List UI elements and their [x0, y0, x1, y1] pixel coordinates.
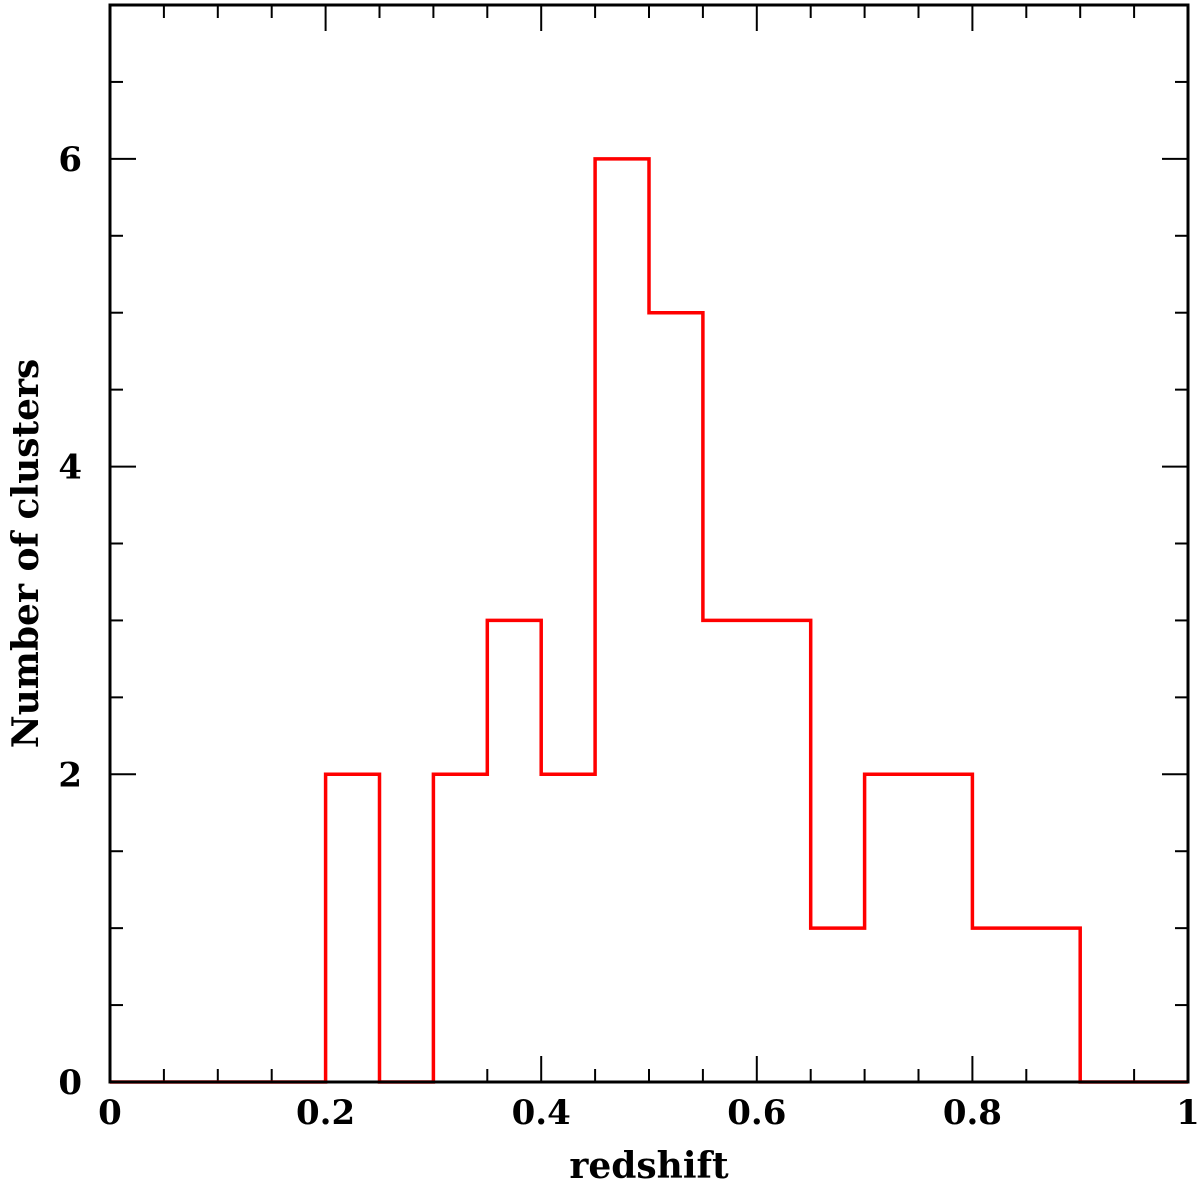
- y-tick-label: 6: [58, 140, 82, 180]
- y-tick-label: 4: [58, 448, 82, 488]
- y-tick-label: 0: [58, 1063, 82, 1103]
- x-tick-label: 1: [1176, 1093, 1200, 1133]
- x-tick-label: 0: [98, 1093, 122, 1133]
- y-tick-labels: 0 2 4 6: [58, 140, 82, 1103]
- x-axis-label: redshift: [569, 1145, 729, 1187]
- y-axis-label: Number of clusters: [5, 359, 47, 749]
- plot-frame: [108, 3, 1190, 1084]
- x-tick-label: 0.8: [943, 1093, 1002, 1133]
- y-tick-label: 2: [58, 755, 82, 795]
- x-tick-label: 0.2: [296, 1093, 355, 1133]
- x-tick-labels: 0 0.2 0.4 0.6 0.8 1: [98, 1093, 1200, 1133]
- x-tick-label: 0.6: [727, 1093, 786, 1133]
- histogram-step-line: [110, 157, 1188, 1084]
- x-tick-label: 0.4: [512, 1093, 571, 1133]
